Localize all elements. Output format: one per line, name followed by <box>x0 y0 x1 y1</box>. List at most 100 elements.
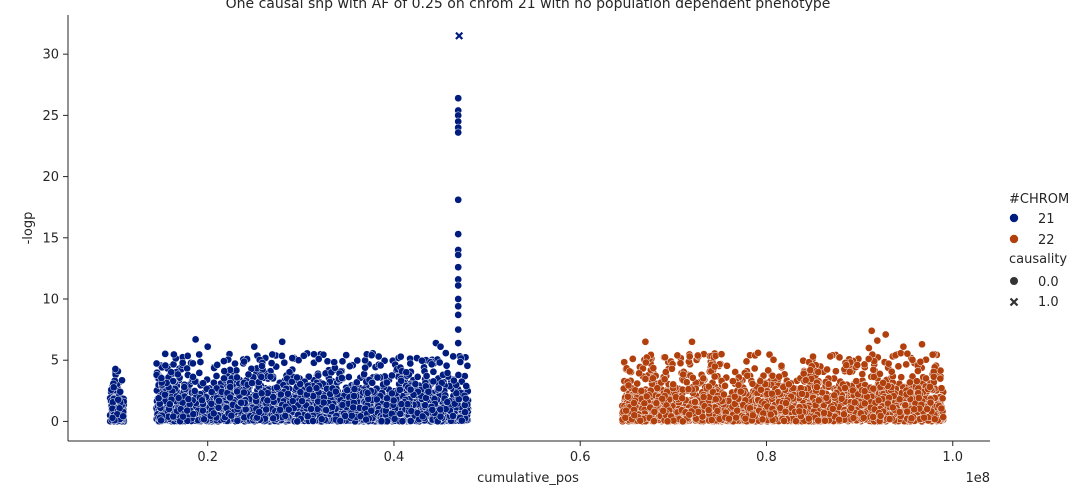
snp-point <box>165 400 174 409</box>
snp-point <box>463 361 472 370</box>
snp-point <box>377 417 386 426</box>
snp-point <box>349 403 358 412</box>
snp-point <box>454 263 463 272</box>
snp-point <box>902 360 911 369</box>
snp-point <box>161 361 170 370</box>
snp-point <box>894 362 903 371</box>
snp-point <box>314 371 323 380</box>
snp-point <box>116 387 125 396</box>
snp-point <box>441 349 450 357</box>
snp-point <box>395 385 404 394</box>
snp-point <box>454 295 463 303</box>
snp-point <box>367 406 376 415</box>
snp-point <box>454 195 463 204</box>
snp-point <box>111 365 120 373</box>
snp-point <box>220 374 228 383</box>
snp-point <box>328 403 337 411</box>
snp-point <box>368 378 377 387</box>
snp-point <box>233 416 242 425</box>
snp-point <box>461 394 470 403</box>
snp-point <box>350 385 359 393</box>
snp-point <box>330 358 339 367</box>
snp-point <box>266 372 275 381</box>
snp-point <box>237 398 246 407</box>
snp-point <box>723 361 731 370</box>
snp-point <box>170 350 178 359</box>
snp-point <box>244 370 253 379</box>
snp-point <box>314 355 323 363</box>
snp-point <box>293 417 302 426</box>
snp-point <box>454 302 463 311</box>
snp-point <box>303 412 312 421</box>
snp-point <box>184 395 193 403</box>
snp-point <box>454 311 463 319</box>
snp-point <box>226 393 234 402</box>
snp-point <box>231 359 239 368</box>
snp-point <box>443 398 452 406</box>
snp-point <box>154 394 163 403</box>
snp-point <box>189 359 197 368</box>
snp-point <box>388 371 396 380</box>
snp-point <box>190 387 199 395</box>
snp-point <box>429 377 438 386</box>
snp-point <box>161 350 170 358</box>
snp-point <box>436 342 445 351</box>
snp-point <box>196 358 205 366</box>
snp-point <box>212 372 221 380</box>
snp-point <box>240 357 248 366</box>
snp-point <box>109 383 118 392</box>
snp-point <box>305 385 314 394</box>
data-points <box>106 31 948 426</box>
snp-point <box>462 382 471 390</box>
chart-title: One causal snp with AF of 0.25 on chrom … <box>226 0 831 12</box>
snp-point <box>203 342 212 351</box>
snp-point <box>257 373 266 381</box>
snp-point <box>362 415 370 424</box>
snp-point <box>114 395 123 404</box>
snp-point <box>157 374 166 382</box>
snp-point <box>396 352 405 361</box>
snp-point <box>418 356 426 365</box>
snp-point <box>338 401 347 409</box>
snp-point <box>178 358 187 367</box>
snp-point <box>152 359 161 368</box>
snp-point <box>449 412 457 420</box>
snp-point <box>296 388 305 396</box>
snp-point <box>179 412 187 421</box>
snp-point <box>376 361 385 370</box>
snp-point <box>460 401 469 409</box>
snp-point <box>263 396 272 405</box>
snp-point <box>298 397 306 405</box>
snp-point <box>360 370 368 378</box>
snp-point <box>317 415 326 424</box>
snp-point <box>363 389 372 397</box>
snp-point <box>307 405 315 413</box>
snp-point <box>421 401 429 410</box>
snp-point <box>108 414 117 422</box>
snp-point <box>352 378 361 387</box>
snp-point <box>214 403 223 412</box>
snp-point <box>427 360 436 369</box>
snp-point <box>457 416 466 425</box>
snp-point <box>434 384 443 393</box>
snp-point <box>436 405 445 414</box>
snp-point <box>454 251 463 259</box>
snp-point <box>284 405 293 414</box>
snp-point <box>344 373 353 381</box>
snp-point <box>388 389 396 398</box>
snp-point <box>213 361 222 369</box>
snp-point <box>269 414 278 423</box>
snp-point <box>209 409 218 418</box>
snp-point <box>345 362 354 371</box>
snp-point <box>456 358 465 366</box>
snp-point <box>220 367 229 375</box>
snp-point <box>278 352 286 360</box>
snp-point <box>255 408 264 416</box>
snp-point <box>454 325 463 334</box>
snp-point <box>273 383 281 392</box>
snp-point <box>319 398 328 407</box>
snp-point <box>248 379 256 387</box>
snp-point <box>250 342 259 351</box>
snp-point <box>167 368 176 377</box>
snp-point <box>454 281 463 290</box>
